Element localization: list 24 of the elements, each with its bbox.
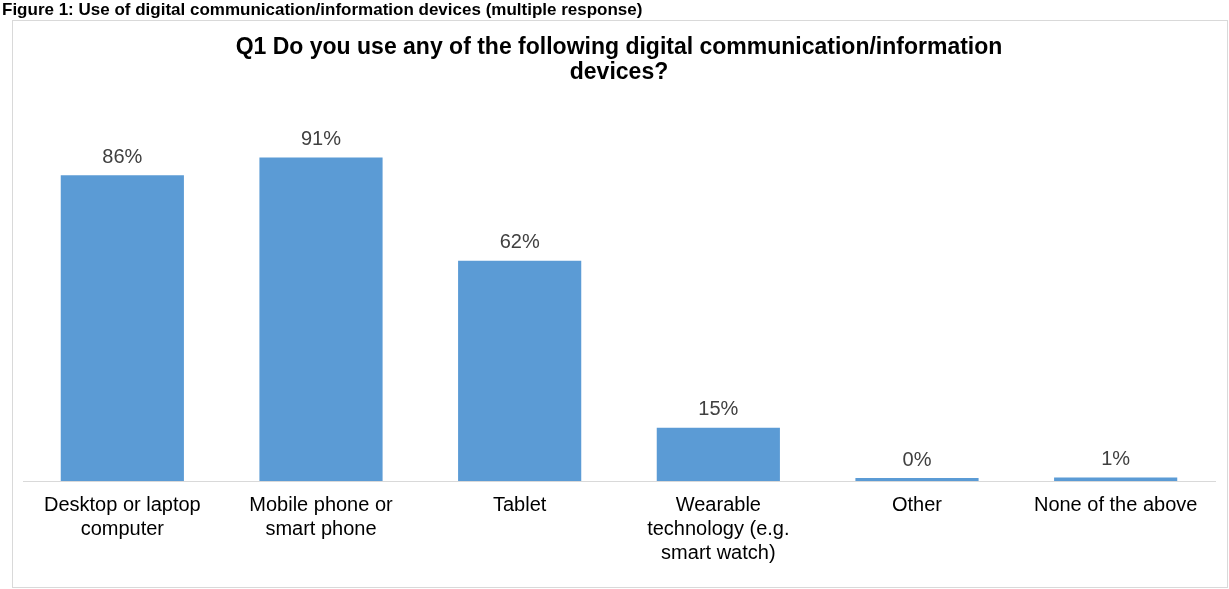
category-label: None of the above bbox=[1033, 492, 1198, 515]
text: devices? bbox=[569, 58, 669, 85]
text: Q1 Do you use any of the following digital communication/information bbox=[235, 32, 1003, 59]
bar bbox=[458, 260, 582, 481]
data-label: 91% bbox=[300, 127, 342, 150]
bar bbox=[656, 427, 780, 481]
category-label: Tablet bbox=[492, 492, 547, 515]
category-label: technology (e.g. bbox=[647, 516, 790, 539]
category-label: computer bbox=[80, 516, 165, 539]
data-label: 62% bbox=[499, 230, 540, 253]
bar bbox=[60, 175, 184, 481]
data-label: 86% bbox=[102, 144, 143, 167]
category-label: smart phone bbox=[265, 516, 377, 539]
data-label: 0% bbox=[902, 447, 932, 470]
category-label: smart watch) bbox=[661, 540, 776, 563]
bar bbox=[259, 157, 383, 481]
category-label: Mobile phone or bbox=[249, 492, 393, 515]
caption: Figure 1: Use of digital communication/information devices (multiple response) bbox=[2, 0, 643, 20]
category-label: Wearable bbox=[675, 492, 761, 515]
bar bbox=[1054, 477, 1178, 481]
category-label: Other bbox=[891, 492, 943, 515]
data-label: 1% bbox=[1101, 446, 1131, 469]
category-label: Desktop or laptop bbox=[43, 492, 201, 515]
data-label: 15% bbox=[698, 397, 739, 420]
